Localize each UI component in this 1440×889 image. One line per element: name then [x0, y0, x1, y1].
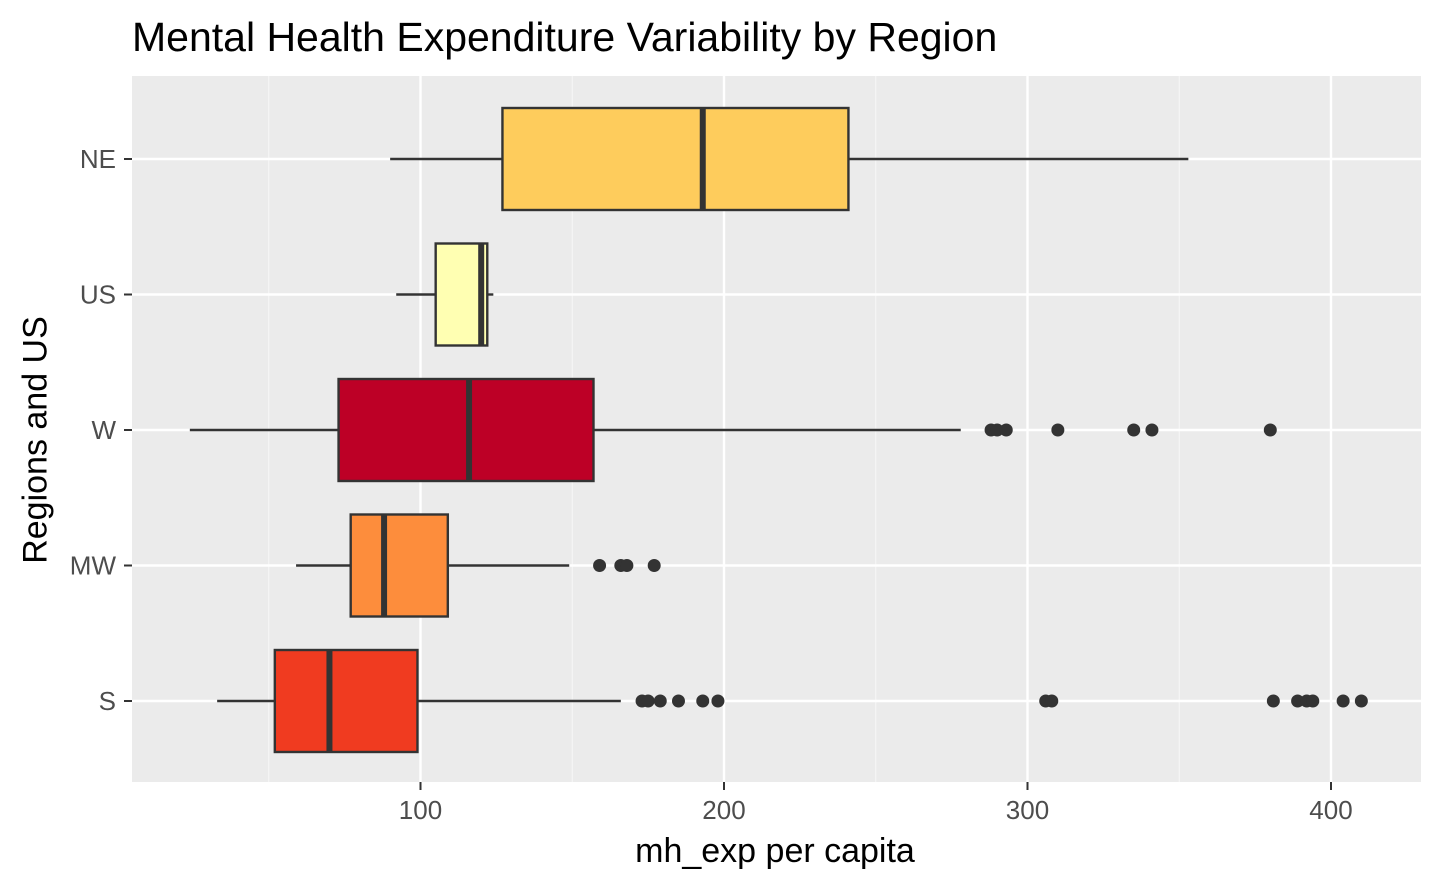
outlier-point [1127, 423, 1141, 437]
x-tick-label: 200 [702, 795, 745, 825]
y-tick-label: NE [80, 144, 116, 174]
outlier-point [671, 694, 685, 708]
x-tick-label: 100 [399, 795, 442, 825]
box [273, 648, 419, 754]
x-tick-label: 300 [1006, 795, 1049, 825]
y-tick-label: W [91, 415, 116, 445]
box [337, 377, 595, 483]
outlier-point [1306, 694, 1320, 708]
x-tick-label: 400 [1309, 795, 1352, 825]
outlier-point [1051, 423, 1065, 437]
chart-title: Mental Health Expenditure Variability by… [132, 14, 998, 60]
outlier-point [620, 559, 634, 572]
outlier-point [1266, 694, 1280, 708]
outlier-point [1336, 694, 1350, 708]
outlier-point [696, 694, 710, 708]
outlier-point [653, 694, 667, 708]
y-tick-label: MW [70, 551, 117, 581]
outlier-point [1354, 694, 1368, 708]
outlier-point [647, 559, 661, 572]
outlier-point [1291, 694, 1305, 708]
outlier-point [1145, 423, 1159, 437]
y-tick-label: S [99, 686, 116, 716]
outlier-point [999, 423, 1013, 437]
y-tick-label: US [80, 280, 116, 310]
box [501, 106, 850, 212]
outlier-point [990, 423, 1004, 437]
outlier-point [1263, 423, 1277, 437]
outlier-point [641, 694, 655, 708]
outlier-point [711, 694, 725, 708]
x-axis-title: mh_exp per capita [635, 832, 915, 870]
outlier-point [593, 559, 607, 572]
box [349, 513, 450, 618]
outlier-point [1045, 694, 1059, 708]
